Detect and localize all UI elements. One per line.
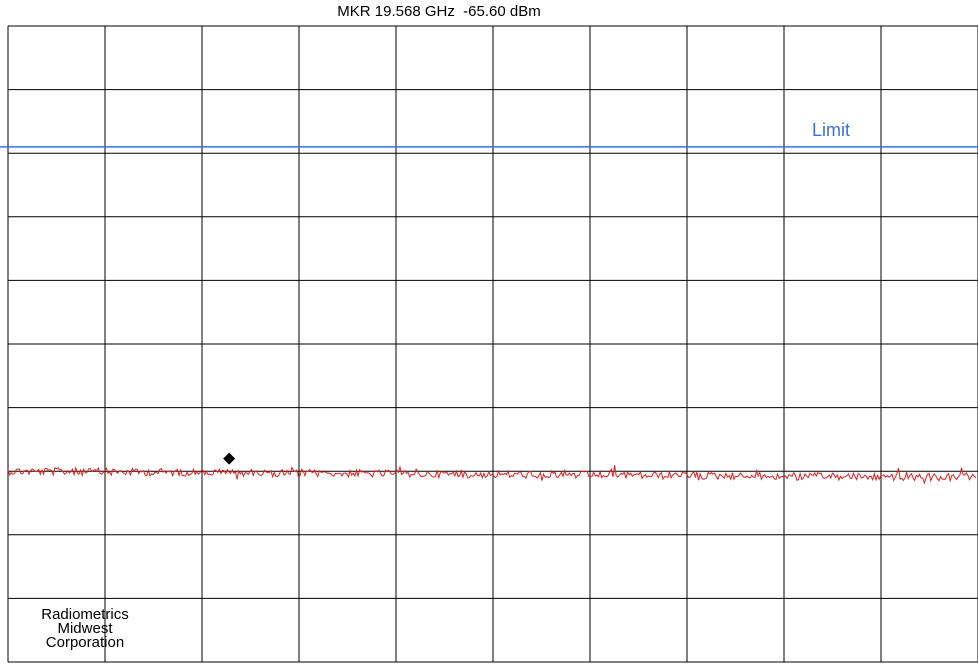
watermark: Radiometrics Midwest Corporation	[12, 606, 158, 651]
marker-readout: MKR 19.568 GHz -65.60 dBm	[337, 3, 541, 20]
watermark-line: Corporation	[45, 634, 125, 651]
spectrum-trace	[7, 465, 977, 485]
limit-label: Limit	[812, 120, 850, 140]
watermark-line: Radiometrics	[41, 606, 129, 623]
watermark-line: Midwest	[57, 620, 113, 637]
grid	[7, 25, 978, 663]
marker-diamond	[223, 452, 236, 465]
